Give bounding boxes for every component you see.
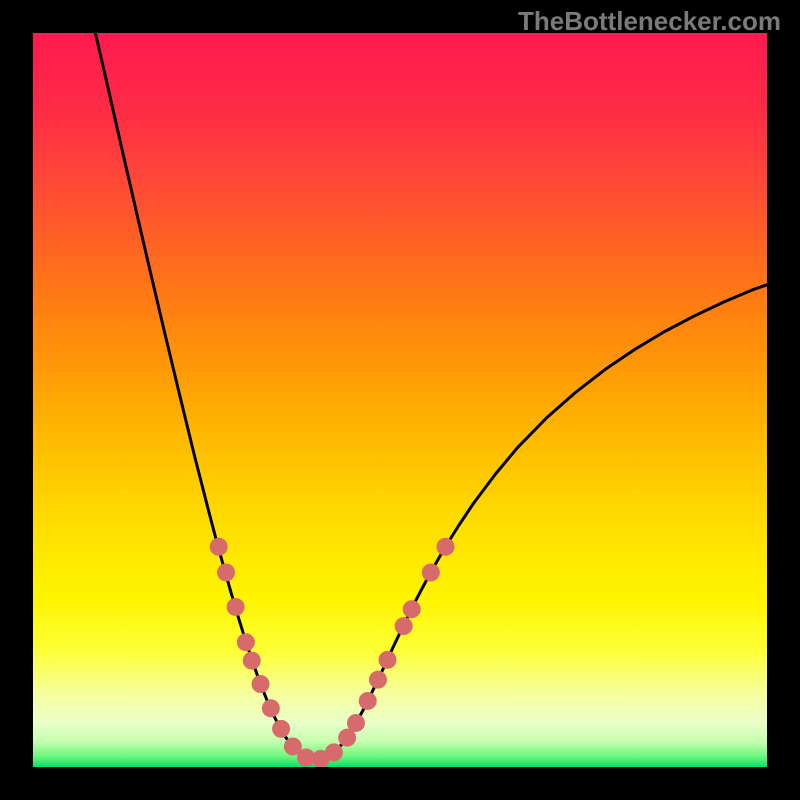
data-marker — [379, 651, 397, 669]
data-marker — [369, 671, 387, 689]
data-marker — [262, 699, 280, 717]
data-marker — [210, 538, 228, 556]
gradient-background — [33, 33, 767, 767]
data-marker — [227, 598, 245, 616]
data-marker — [359, 692, 377, 710]
data-marker — [237, 633, 255, 651]
data-marker — [403, 600, 421, 618]
data-marker — [252, 675, 270, 693]
data-marker — [422, 563, 440, 581]
data-marker — [272, 720, 290, 738]
data-marker — [217, 563, 235, 581]
data-marker — [347, 714, 365, 732]
data-marker — [395, 617, 413, 635]
plot-svg — [33, 33, 767, 767]
data-marker — [243, 652, 261, 670]
data-marker — [437, 538, 455, 556]
data-marker — [325, 743, 343, 761]
watermark-label: TheBottlenecker.com — [518, 6, 781, 37]
plot-area — [33, 33, 767, 767]
